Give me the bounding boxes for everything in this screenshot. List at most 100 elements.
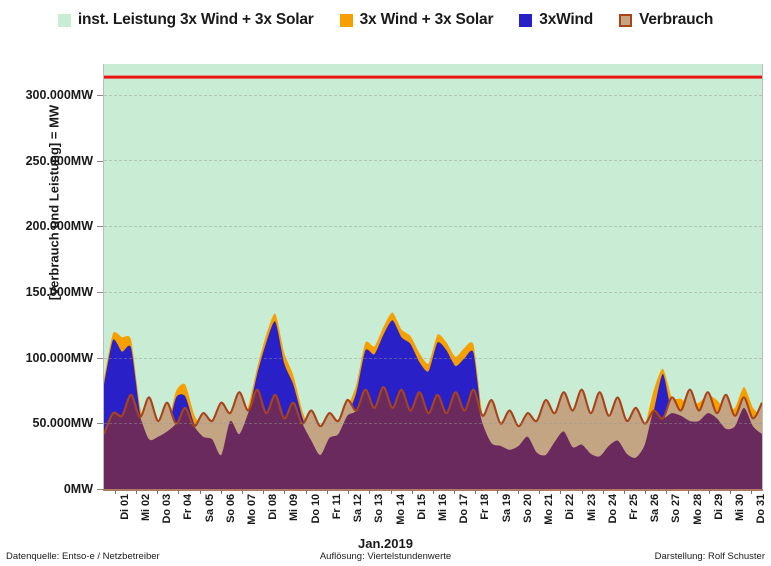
legend-item-wind-solar: 3x Wind + 3x Solar [339, 11, 494, 29]
footer-author: Darstellung: Rolf Schuster [654, 551, 765, 562]
x-tick-mark-25 [645, 490, 647, 494]
y-tick-mark-5 [97, 161, 104, 162]
x-tick-mark-15 [433, 490, 434, 494]
legend-label-wind-solar: 3x Wind + 3x Solar [359, 11, 494, 29]
series-canvas [104, 75, 762, 489]
x-tick-mark-7 [263, 490, 265, 494]
x-tick-label-30: Do 31 [755, 494, 768, 524]
x-tick-label-22: Mi 23 [585, 494, 598, 522]
x-tick-label-5: So 06 [224, 494, 237, 523]
x-tick-label-19: So 20 [521, 494, 534, 523]
x-tick-mark-6 [241, 490, 243, 494]
x-tick-mark-8 [284, 490, 286, 494]
x-tick-mark-5 [220, 490, 222, 494]
plot-background [104, 64, 762, 489]
gridline-300000 [104, 94, 762, 96]
x-tick-label-28: Di 29 [712, 494, 725, 520]
x-tick-mark-13 [390, 490, 392, 494]
y-tick-label-5: 250.000MW [25, 153, 93, 168]
gridline-250000 [104, 160, 762, 162]
y-tick-label-0: 0MW [63, 482, 93, 496]
y-tick-label-6: 300.000MW [25, 88, 93, 102]
x-tick-mark-29 [730, 490, 732, 494]
y-tick-label-3: 150.000MW [25, 285, 93, 299]
x-tick-label-14: Di 15 [415, 494, 428, 520]
legend-label-installed-capacity: inst. Leistung 3x Wind + 3x Solar [77, 11, 314, 29]
square-swatch-installed-capacity-icon [57, 13, 71, 27]
x-tick-label-10: Fr 11 [330, 494, 343, 520]
x-tick-mark-1 [135, 490, 137, 494]
gridline-150000 [104, 291, 762, 293]
x-tick-label-3: Fr 04 [182, 494, 195, 520]
x-tick-label-12: So 13 [373, 494, 386, 523]
x-tick-label-24: Fr 25 [628, 494, 641, 520]
x-tick-label-29: Mi 30 [734, 494, 747, 522]
y-tick-mark-0 [97, 489, 104, 490]
x-tick-mark-0 [114, 490, 116, 494]
x-tick-mark-24 [624, 490, 626, 494]
x-tick-mark-2 [157, 490, 159, 494]
x-tick-mark-18 [496, 490, 498, 494]
legend-label-wind: 3xWind [539, 11, 594, 29]
x-tick-label-27: Mo 28 [691, 494, 704, 525]
y-tick-label-4: 200.000MW [25, 219, 93, 234]
x-tick-label-1: Mi 02 [139, 494, 152, 522]
plot-right-border [762, 64, 763, 490]
x-tick-mark-14 [411, 490, 413, 494]
x-tick-mark-20 [539, 490, 541, 494]
x-tick-label-17: Fr 18 [479, 494, 492, 520]
x-tick-label-13: Mo 14 [394, 494, 407, 525]
x-tick-label-6: Mo 07 [245, 494, 258, 525]
x-tick-mark-21 [560, 490, 562, 494]
x-tick-mark-28 [708, 490, 710, 494]
square-swatch-consumption-icon [619, 13, 633, 27]
x-tick-label-0: Di 01 [118, 494, 131, 520]
x-tick-mark-9 [305, 490, 307, 494]
square-swatch-wind-solar-icon [339, 13, 353, 27]
plot-area [104, 64, 762, 489]
x-tick-mark-23 [602, 490, 604, 494]
x-tick-label-21: Di 22 [564, 494, 577, 520]
footer-source: Datenquelle: Entso-e / Netzbetreiber [6, 551, 160, 562]
x-tick-label-23: Do 24 [606, 494, 619, 524]
x-tick-mark-4 [199, 490, 201, 494]
legend-item-wind: 3xWind [519, 12, 593, 28]
series-overlap-wind-under-consumption [104, 387, 762, 489]
x-tick-label-2: Do 03 [161, 494, 174, 524]
y-tick-label-1: 50.000MW [32, 416, 93, 431]
gridline-50000 [104, 423, 762, 425]
x-tick-label-4: Sa 05 [203, 494, 216, 523]
x-tick-label-8: Mi 09 [288, 494, 301, 522]
x-tick-mark-30 [751, 490, 753, 494]
x-tick-mark-19 [517, 490, 519, 494]
x-tick-label-20: Mo 21 [543, 494, 556, 525]
x-tick-mark-12 [369, 490, 371, 494]
chart-legend: inst. Leistung 3x Wind + 3x Solar 3x Win… [0, 6, 771, 34]
x-tick-label-16: Do 17 [458, 494, 471, 524]
legend-label-consumption: Verbrauch [639, 11, 714, 29]
y-tick-mark-1 [97, 423, 104, 424]
x-tick-mark-17 [475, 490, 477, 494]
y-tick-mark-3 [97, 292, 104, 293]
x-tick-mark-27 [687, 490, 689, 494]
square-swatch-wind-icon [519, 13, 533, 27]
x-tick-label-9: Do 10 [309, 494, 322, 524]
x-tick-label-26: So 27 [670, 494, 683, 523]
y-tick-mark-6 [97, 95, 104, 96]
x-tick-mark-16 [454, 490, 456, 494]
legend-item-consumption: Verbrauch [619, 12, 713, 28]
x-tick-label-7: Di 08 [267, 494, 280, 520]
chart-footer: Datenquelle: Entso-e / Netzbetreiber Auf… [0, 551, 771, 566]
x-tick-label-15: Mi 16 [437, 494, 449, 522]
x-tick-mark-22 [581, 490, 583, 494]
footer-resolution: Auflösung: Viertelstundenwerte [319, 551, 452, 562]
series-consumption-outline [104, 385, 762, 435]
y-tick-mark-2 [97, 358, 104, 359]
y-tick-label-2: 100.000MW [25, 350, 93, 365]
x-tick-mark-26 [666, 490, 668, 494]
x-tick-mark-11 [348, 490, 350, 494]
gridline-100000 [104, 357, 762, 359]
x-tick-label-11: Sa 12 [352, 494, 365, 523]
legend-item-installed-capacity: inst. Leistung 3x Wind + 3x Solar [57, 11, 314, 29]
